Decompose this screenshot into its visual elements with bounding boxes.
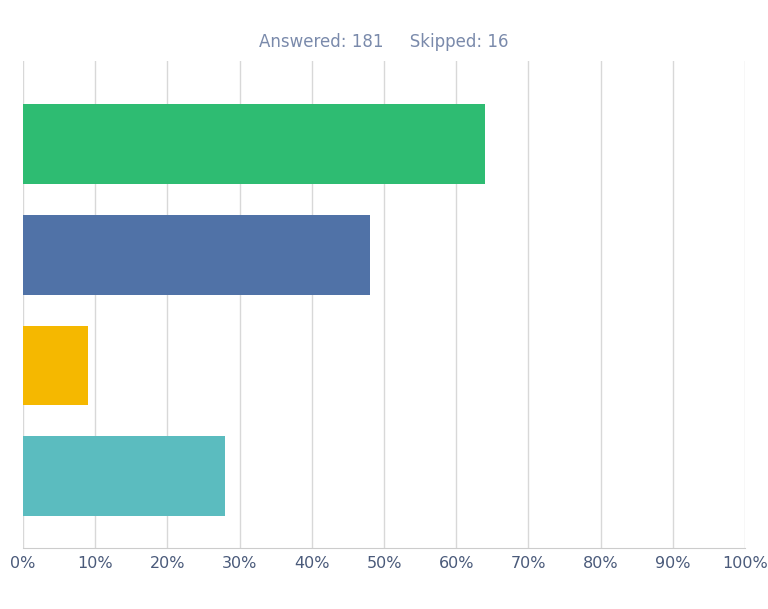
Bar — [23, 326, 88, 405]
Title: Answered: 181     Skipped: 16: Answered: 181 Skipped: 16 — [260, 33, 508, 51]
Bar — [23, 104, 485, 184]
Bar — [23, 215, 369, 295]
Bar — [23, 436, 225, 516]
